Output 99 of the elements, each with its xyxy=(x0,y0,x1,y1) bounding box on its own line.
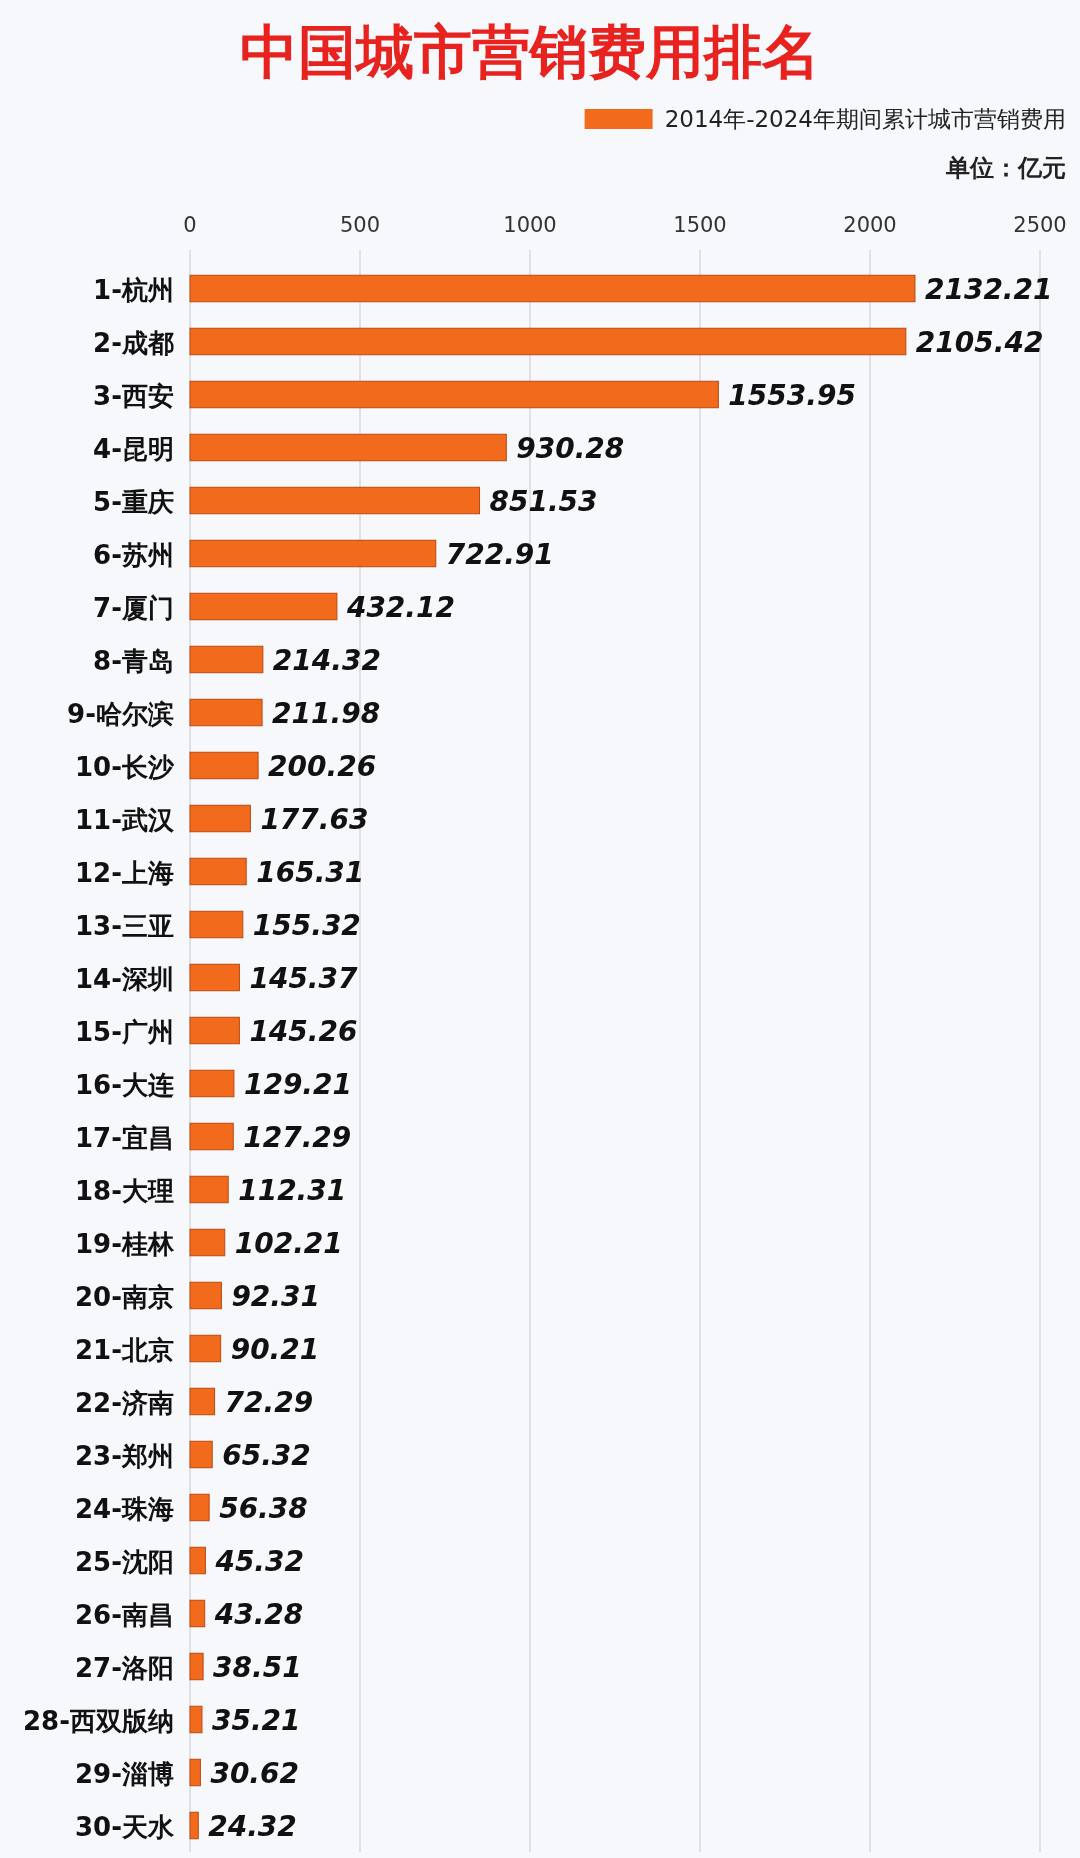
data-label: 930.28 xyxy=(516,431,625,465)
data-label: 24.32 xyxy=(208,1809,297,1843)
bar xyxy=(189,380,719,409)
bar xyxy=(189,751,259,780)
bar xyxy=(189,1281,222,1310)
y-tick-label: 8-青岛 xyxy=(93,645,174,676)
y-tick-label: 29-淄博 xyxy=(75,1758,174,1789)
bar xyxy=(189,1440,213,1469)
data-label: 45.32 xyxy=(214,1544,304,1578)
data-label: 145.26 xyxy=(249,1014,358,1048)
y-tick-label: 6-苏州 xyxy=(93,539,174,570)
x-tick-label: 1000 xyxy=(503,213,557,237)
y-tick-label: 21-北京 xyxy=(75,1334,174,1365)
y-tick-label: 27-洛阳 xyxy=(75,1652,174,1683)
bar xyxy=(189,1175,229,1204)
data-label: 211.98 xyxy=(272,696,381,730)
bar xyxy=(189,857,247,886)
x-tick-label: 2500 xyxy=(1013,213,1067,237)
bar xyxy=(189,1016,240,1045)
y-tick-label: 9-哈尔滨 xyxy=(67,698,174,729)
y-tick-label: 24-珠海 xyxy=(75,1493,174,1524)
text: 单位：亿元 xyxy=(945,154,1066,182)
data-label: 92.31 xyxy=(231,1279,320,1313)
x-tick-label: 500 xyxy=(339,213,381,237)
y-tick-label: 15-广州 xyxy=(75,1016,174,1047)
bar xyxy=(189,1228,226,1257)
data-label: 35.21 xyxy=(211,1703,301,1737)
bar xyxy=(189,1122,234,1151)
y-tick-label: 14-深圳 xyxy=(75,963,174,994)
y-tick-label: 4-昆明 xyxy=(93,433,174,464)
y-tick-label: 7-厦门 xyxy=(93,592,174,623)
chart-title: 中国城市营销费用排名 xyxy=(240,18,820,86)
bar xyxy=(189,1758,201,1787)
data-label: 155.32 xyxy=(252,908,361,942)
bar xyxy=(189,1705,203,1734)
bar xyxy=(189,645,264,674)
bar xyxy=(189,486,481,515)
y-tick-label: 28-西双版纳 xyxy=(23,1705,174,1736)
data-label: 72.29 xyxy=(224,1385,314,1419)
data-label: 1553.95 xyxy=(728,378,856,412)
bar xyxy=(189,274,916,303)
data-label: 2105.42 xyxy=(915,325,1044,359)
bar xyxy=(189,804,251,833)
legend-label: 2014年-2024年期间累计城市营销费用 xyxy=(664,106,1066,132)
y-tick-label: 22-济南 xyxy=(75,1387,174,1418)
data-label: 30.62 xyxy=(210,1756,299,1790)
bar xyxy=(189,592,338,621)
bar xyxy=(189,1069,235,1098)
y-tick-label: 2-成都 xyxy=(93,327,174,358)
bar xyxy=(189,539,437,568)
data-label: 112.31 xyxy=(238,1173,347,1207)
data-label: 2132.21 xyxy=(924,272,1053,306)
y-tick-label: 10-长沙 xyxy=(75,751,175,782)
data-label: 56.38 xyxy=(219,1491,308,1525)
y-tick-label: 25-沈阳 xyxy=(75,1546,174,1577)
y-tick-label: 18-大理 xyxy=(75,1175,174,1206)
bar xyxy=(189,433,507,462)
data-label: 145.37 xyxy=(249,961,358,995)
data-label: 177.63 xyxy=(260,802,369,836)
bar xyxy=(189,327,907,356)
y-tick-label: 26-南昌 xyxy=(75,1599,174,1630)
x-tick-label: 2000 xyxy=(843,213,897,237)
y-tick-label: 5-重庆 xyxy=(93,486,174,517)
bar xyxy=(189,963,240,992)
y-tick-label: 1-杭州 xyxy=(93,274,174,305)
bar xyxy=(189,1493,210,1522)
data-label: 102.21 xyxy=(234,1226,343,1260)
data-label: 851.53 xyxy=(489,484,598,518)
y-tick-label: 20-南京 xyxy=(75,1281,174,1312)
bar xyxy=(189,1387,216,1416)
bar xyxy=(189,1599,206,1628)
x-tick-label: 0 xyxy=(183,213,197,237)
x-tick-label: 1500 xyxy=(673,213,727,237)
data-label: 432.12 xyxy=(345,590,455,624)
data-label: 722.91 xyxy=(445,537,554,571)
data-label: 165.31 xyxy=(256,855,365,889)
y-tick-label: 3-西安 xyxy=(93,380,174,411)
bar xyxy=(189,1546,206,1575)
y-tick-label: 23-郑州 xyxy=(75,1440,174,1471)
y-tick-label: 16-大连 xyxy=(75,1069,174,1100)
y-tick-label: 12-上海 xyxy=(75,857,174,888)
data-label: 127.29 xyxy=(243,1120,352,1154)
bar xyxy=(189,1811,199,1840)
data-label: 200.26 xyxy=(268,749,377,783)
data-label: 65.32 xyxy=(222,1438,311,1472)
data-label: 214.32 xyxy=(272,643,381,677)
y-tick-label: 11-武汉 xyxy=(75,804,175,835)
bar xyxy=(189,1334,222,1363)
y-tick-label: 17-宜昌 xyxy=(75,1122,174,1153)
data-label: 129.21 xyxy=(243,1067,352,1101)
data-label: 43.28 xyxy=(213,1597,304,1631)
y-tick-label: 30-天水 xyxy=(75,1811,175,1842)
data-label: 38.51 xyxy=(213,1650,302,1684)
bar xyxy=(189,1652,204,1681)
y-tick-label: 19-桂林 xyxy=(75,1228,175,1259)
bar xyxy=(189,698,263,727)
data-label: 90.21 xyxy=(230,1332,320,1366)
bar xyxy=(189,910,244,939)
y-tick-label: 13-三亚 xyxy=(75,910,174,941)
